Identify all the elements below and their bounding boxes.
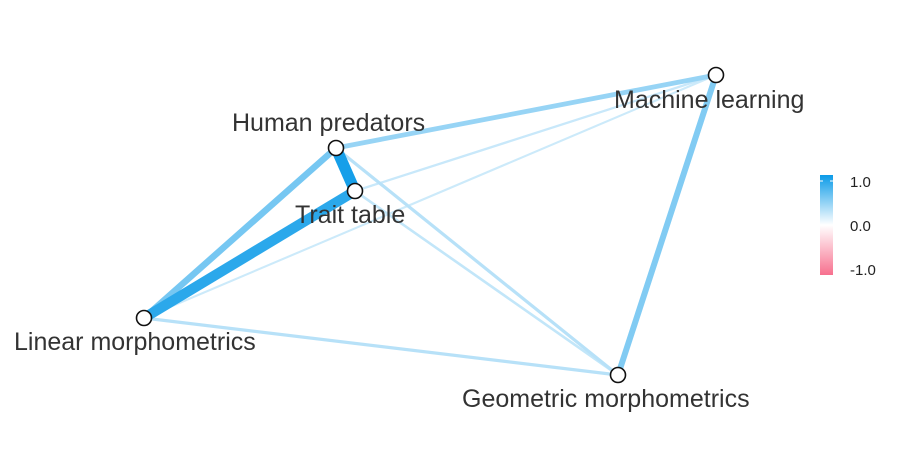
legend-label-max: 1.0 [850, 174, 871, 191]
legend-label-mid: 0.0 [850, 218, 871, 235]
edge-linear-trait [141, 186, 358, 323]
node-label-geometric-morphometrics: Geometric morphometrics [462, 385, 750, 413]
node-label-linear-morphometrics: Linear morphometrics [14, 328, 256, 356]
edge-linear-ml [143, 74, 717, 319]
edge-linear-geometric [143, 316, 619, 377]
edge-human-geometric [334, 146, 620, 377]
node-human [327, 139, 345, 157]
node-label-trait-table: Trait table [295, 201, 405, 229]
color-legend: 1.0 0.0 -1.0 [820, 174, 876, 279]
node-labels: Human predators Trait table Machine lear… [14, 86, 804, 413]
legend-label-min: -1.0 [850, 262, 876, 279]
legend-color-bar [820, 175, 833, 275]
edge-linear-human [141, 145, 339, 321]
node-label-human-predators: Human predators [232, 109, 425, 137]
edge-trait-geometric [354, 189, 619, 377]
edge-human-ml [335, 72, 717, 151]
node-label-machine-learning: Machine learning [614, 86, 804, 114]
node-trait [346, 182, 364, 200]
node-linear [135, 309, 153, 327]
edge-ml-geometric [615, 74, 719, 376]
edge-trait-ml [354, 73, 717, 193]
node-geometric [609, 366, 627, 384]
node-ml [707, 66, 725, 84]
network-nodes [135, 66, 725, 384]
network-edges [141, 72, 719, 377]
